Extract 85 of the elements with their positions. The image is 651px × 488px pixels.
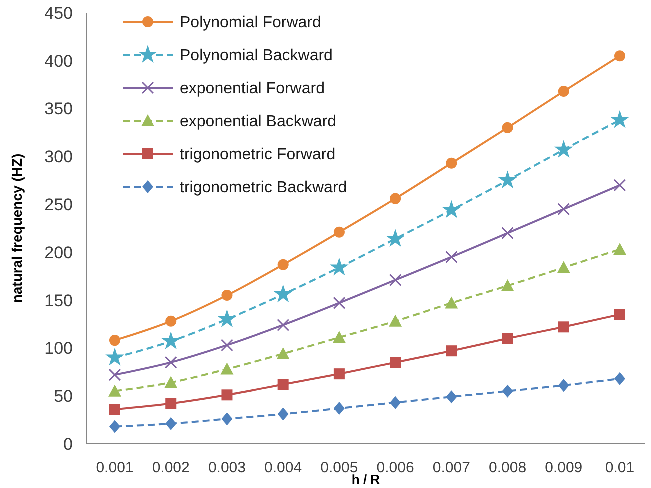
point bbox=[445, 296, 458, 309]
legend-label: Polynomial Backward bbox=[180, 48, 333, 65]
y-tick-label: 250 bbox=[44, 196, 73, 215]
x-tick-label: 0.007 bbox=[432, 459, 470, 476]
point bbox=[332, 331, 346, 344]
point bbox=[446, 158, 458, 169]
point bbox=[278, 408, 289, 421]
point bbox=[222, 290, 233, 302]
point bbox=[222, 412, 233, 426]
point bbox=[334, 402, 345, 416]
point bbox=[446, 390, 458, 404]
point bbox=[162, 332, 181, 350]
y-tick-label: 350 bbox=[44, 100, 73, 119]
point bbox=[386, 229, 405, 248]
legend-label: trigonometric Backward bbox=[180, 180, 348, 197]
point bbox=[110, 335, 120, 346]
point bbox=[442, 200, 462, 218]
point bbox=[164, 356, 178, 369]
point bbox=[334, 368, 345, 380]
point bbox=[614, 372, 626, 386]
point bbox=[220, 362, 234, 375]
point bbox=[108, 368, 122, 382]
point bbox=[501, 279, 514, 292]
point bbox=[557, 261, 570, 274]
y-axis-title: natural frequency (HZ) bbox=[9, 154, 25, 304]
point bbox=[330, 258, 349, 276]
legend-label: trigonometric Forward bbox=[180, 146, 336, 164]
point bbox=[166, 417, 177, 430]
point bbox=[389, 274, 402, 286]
point bbox=[502, 122, 514, 134]
point bbox=[614, 309, 626, 320]
x-tick-label: 0.004 bbox=[264, 459, 302, 476]
point bbox=[277, 318, 290, 332]
point bbox=[164, 376, 178, 388]
point bbox=[166, 316, 177, 327]
y-tick-label: 200 bbox=[44, 243, 73, 262]
point bbox=[558, 203, 570, 216]
point bbox=[276, 347, 290, 360]
point bbox=[390, 193, 402, 204]
point bbox=[278, 379, 289, 390]
x-tick-label: 0.002 bbox=[152, 459, 190, 476]
point bbox=[166, 398, 177, 410]
point bbox=[558, 86, 570, 98]
point bbox=[614, 179, 626, 192]
y-tick-label: 0 bbox=[64, 434, 73, 454]
point bbox=[558, 322, 570, 333]
point bbox=[446, 346, 458, 357]
x-tick-label: 0.01 bbox=[605, 459, 635, 476]
y-tick-label: 100 bbox=[44, 339, 73, 358]
point bbox=[334, 226, 345, 238]
point bbox=[554, 140, 574, 158]
point bbox=[389, 314, 402, 327]
point bbox=[218, 310, 237, 328]
point bbox=[502, 333, 514, 344]
y-tick-label: 150 bbox=[44, 291, 73, 310]
point bbox=[390, 357, 402, 368]
legend-label: exponential Backward bbox=[180, 114, 337, 131]
point bbox=[614, 243, 626, 256]
point bbox=[278, 259, 289, 270]
point bbox=[498, 170, 518, 189]
x-tick-label: 0.009 bbox=[545, 459, 583, 476]
point bbox=[614, 50, 626, 62]
x-tick-label: 0.008 bbox=[489, 459, 527, 476]
legend-label: exponential Forward bbox=[180, 80, 325, 98]
point bbox=[106, 348, 124, 366]
point bbox=[610, 110, 630, 128]
point bbox=[558, 379, 570, 392]
point bbox=[110, 404, 120, 416]
y-tick-label: 450 bbox=[44, 4, 73, 23]
y-tick-label: 400 bbox=[44, 52, 73, 71]
y-tick-label: 300 bbox=[44, 148, 73, 167]
x-tick-label: 0.003 bbox=[208, 459, 246, 476]
point bbox=[220, 339, 234, 352]
legend-label: Polynomial Forward bbox=[180, 14, 322, 32]
point bbox=[222, 390, 233, 401]
point bbox=[333, 296, 346, 310]
point bbox=[445, 250, 458, 264]
point bbox=[108, 384, 122, 397]
point bbox=[390, 396, 402, 410]
y-tick-label: 50 bbox=[54, 387, 73, 406]
point bbox=[274, 284, 293, 303]
point bbox=[110, 420, 120, 434]
point bbox=[502, 384, 514, 398]
x-tick-label: 0.001 bbox=[96, 459, 134, 476]
point bbox=[502, 227, 514, 240]
